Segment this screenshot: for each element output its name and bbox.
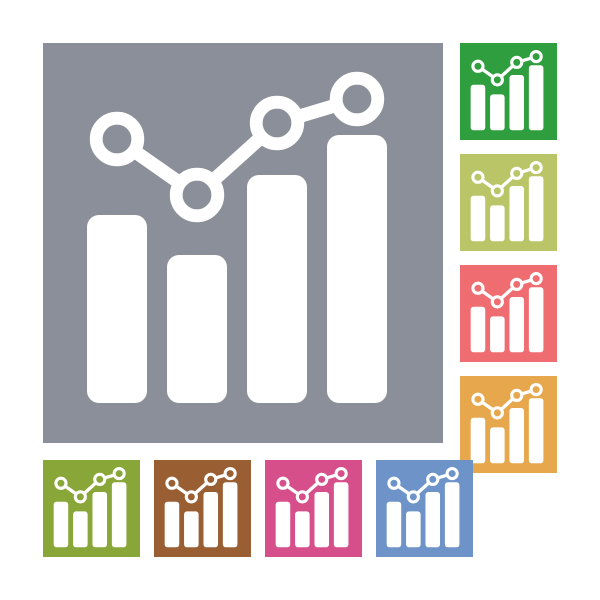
bar-line-chart-icon	[460, 154, 557, 251]
color-swatch	[43, 460, 140, 557]
bar-line-chart-icon	[460, 265, 557, 362]
icon-color-swatch-grid	[0, 0, 600, 600]
color-swatch	[265, 460, 362, 557]
color-swatch	[460, 265, 557, 362]
color-swatch	[460, 154, 557, 251]
color-swatch	[376, 460, 473, 557]
bar-line-chart-icon	[460, 376, 557, 473]
main-swatch	[43, 43, 443, 443]
bar-line-chart-icon	[154, 460, 251, 557]
color-swatch	[154, 460, 251, 557]
bar-line-chart-icon	[43, 43, 443, 443]
color-swatch	[460, 376, 557, 473]
color-swatch	[460, 43, 557, 140]
bar-line-chart-icon	[376, 460, 473, 557]
bar-line-chart-icon	[265, 460, 362, 557]
bar-line-chart-icon	[43, 460, 140, 557]
bar-line-chart-icon	[460, 43, 557, 140]
